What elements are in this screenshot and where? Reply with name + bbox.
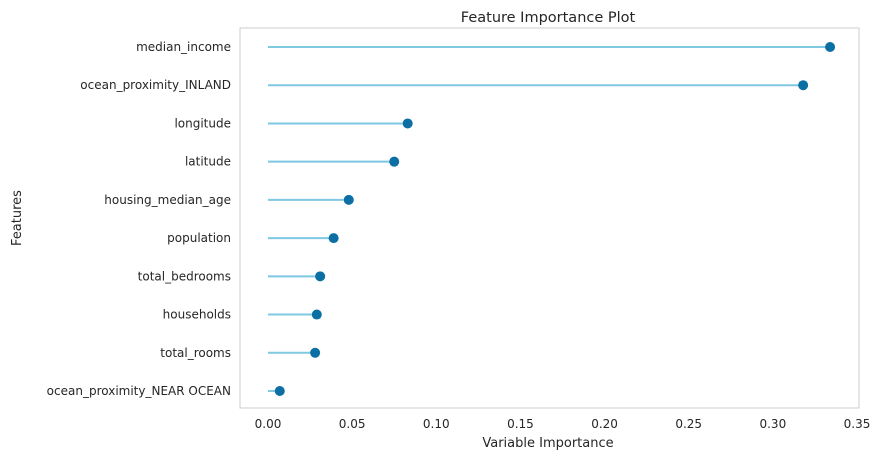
data-point-2 bbox=[402, 118, 413, 129]
feature-label-0: median_income bbox=[136, 40, 231, 54]
x-tick-label-6: 0.30 bbox=[759, 417, 786, 431]
data-point-9 bbox=[274, 386, 285, 396]
feature-label-7: households bbox=[163, 308, 231, 322]
data-point-1 bbox=[798, 80, 809, 91]
feature-label-2: longitude bbox=[174, 116, 231, 130]
feature-label-6: total_bedrooms bbox=[138, 269, 231, 283]
plot-frame bbox=[239, 27, 860, 409]
data-point-0 bbox=[825, 42, 836, 52]
data-point-8 bbox=[310, 347, 321, 358]
data-point-7 bbox=[311, 309, 322, 320]
feature-label-4: housing_median_age bbox=[104, 193, 231, 207]
x-tick-label-2: 0.10 bbox=[423, 417, 450, 431]
x-tick-label-0: 0.00 bbox=[255, 417, 282, 431]
x-tick-label-5: 0.25 bbox=[675, 417, 702, 431]
x-tick-label-4: 0.20 bbox=[591, 417, 618, 431]
data-point-5 bbox=[328, 233, 339, 244]
data-point-6 bbox=[315, 271, 326, 282]
x-tick-label-1: 0.05 bbox=[339, 417, 366, 431]
x-axis-label: Variable Importance bbox=[482, 436, 613, 451]
stems-group bbox=[268, 46, 831, 392]
y-axis-label: Features bbox=[10, 190, 25, 246]
chart-title: Feature Importance Plot bbox=[461, 10, 636, 26]
x-tick-label-7: 0.35 bbox=[844, 417, 871, 431]
data-point-4 bbox=[343, 194, 354, 205]
feature-label-8: total_rooms bbox=[160, 346, 231, 360]
feature-labels-group: median_income ocean_proximity_INLANDlongi… bbox=[47, 40, 231, 398]
feature-label-3: latitude bbox=[185, 155, 231, 169]
x-tick-label-3: 0.15 bbox=[507, 417, 534, 431]
data-point-3 bbox=[389, 156, 400, 167]
feature-label-5: population bbox=[167, 231, 231, 245]
feature-label-9: ocean_proximity_NEAR OCEAN bbox=[47, 384, 231, 398]
dots-group bbox=[274, 42, 836, 396]
x-tick-labels-group: 0.00 0.05 0.10 0.15 0.20 0.25 0.30 0.35 bbox=[255, 417, 871, 431]
feature-label-1: ocean_proximity_INLAND bbox=[80, 78, 231, 92]
